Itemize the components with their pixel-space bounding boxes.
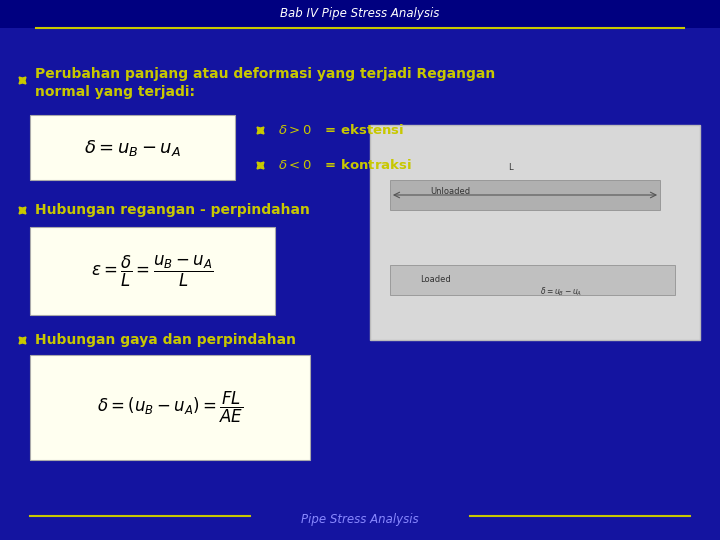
Text: normal yang terjadi:: normal yang terjadi: (35, 85, 195, 99)
FancyBboxPatch shape (390, 180, 660, 210)
Text: Pipe Stress Analysis: Pipe Stress Analysis (301, 514, 419, 526)
Text: $\delta = (u_B - u_A) = \dfrac{FL}{AE}$: $\delta = (u_B - u_A) = \dfrac{FL}{AE}$ (97, 390, 243, 425)
Text: Loaded: Loaded (420, 275, 451, 285)
FancyBboxPatch shape (390, 265, 675, 295)
Text: $\delta < 0$   = kontraksi: $\delta < 0$ = kontraksi (278, 158, 412, 172)
Bar (370, 125, 700, 340)
Bar (30, 227, 275, 315)
Bar (30, 355, 310, 460)
Text: L: L (508, 163, 513, 172)
Text: Bab IV Pipe Stress Analysis: Bab IV Pipe Stress Analysis (280, 8, 440, 21)
Text: $\delta = u_B - u_A$: $\delta = u_B - u_A$ (540, 286, 582, 298)
Text: $\delta > 0$   = ekstensi: $\delta > 0$ = ekstensi (278, 123, 404, 137)
Text: $\varepsilon = \dfrac{\delta}{L} = \dfrac{u_B - u_A}{L}$: $\varepsilon = \dfrac{\delta}{L} = \dfra… (91, 253, 214, 288)
Text: Perubahan panjang atau deformasi yang terjadi Regangan: Perubahan panjang atau deformasi yang te… (35, 67, 495, 81)
Bar (0, 0, 720, 28)
Text: Hubungan regangan - perpindahan: Hubungan regangan - perpindahan (35, 203, 310, 217)
Text: Hubungan gaya dan perpindahan: Hubungan gaya dan perpindahan (35, 333, 296, 347)
Text: Unloaded: Unloaded (430, 187, 470, 197)
Text: $\delta = u_B - u_A$: $\delta = u_B - u_A$ (84, 138, 181, 158)
Bar (30, 115, 235, 180)
